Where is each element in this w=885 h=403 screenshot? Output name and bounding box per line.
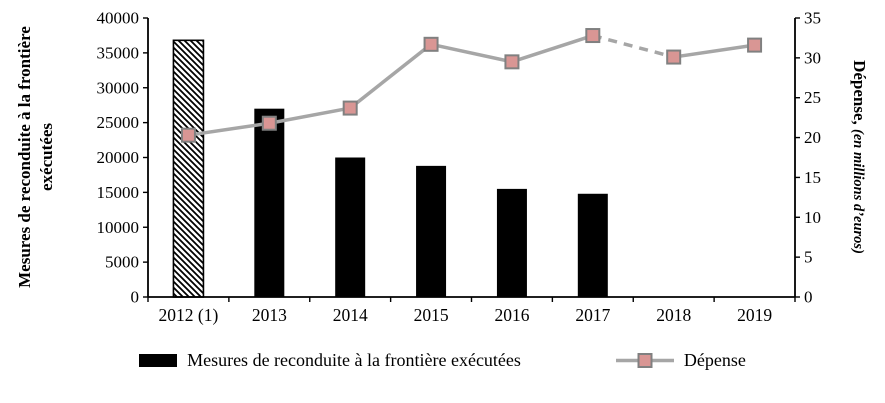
- bar-2016: [496, 188, 527, 297]
- legend-label-bars: Mesures de reconduite à la frontière exé…: [187, 350, 521, 370]
- bar-series-swatch: [139, 354, 178, 367]
- y-right-tick-label: 20: [804, 128, 821, 147]
- line-segment: [268, 106, 351, 125]
- marker-2018: [666, 49, 682, 65]
- y-left-tick-label: 10000: [97, 218, 140, 237]
- line-segment: [511, 33, 594, 64]
- marker-2017: [585, 28, 601, 44]
- y-left-tick-label: 35000: [97, 43, 140, 62]
- right-axis-title-main: Dépense,: [850, 60, 869, 125]
- marker-2013: [261, 115, 277, 131]
- marker-2015: [423, 36, 439, 52]
- bar-2012 (1): [172, 39, 205, 298]
- y-right-tick-label: 15: [804, 168, 821, 187]
- y-left-tick-label: 40000: [97, 9, 140, 28]
- y-right-tick-label: 25: [804, 88, 821, 107]
- x-category-label: 2012 (1): [159, 305, 219, 325]
- line-segment: [592, 33, 675, 59]
- marker-2014: [342, 100, 358, 116]
- y-left-tick-label: 5000: [105, 253, 139, 272]
- right-axis-title: Dépense, (en millions d’euros): [847, 7, 869, 307]
- y-right-tick-label: 0: [804, 288, 813, 307]
- line-series-swatch: [615, 353, 674, 368]
- y-left-tick-label: 20000: [97, 148, 140, 167]
- y-left-tick-label: 15000: [97, 183, 140, 202]
- bar-2013: [254, 108, 285, 297]
- y-left-tick-label: 0: [131, 288, 140, 307]
- x-category-label: 2019: [737, 305, 772, 325]
- x-category-label: 2013: [252, 305, 287, 325]
- marker-2012 (1): [180, 127, 196, 143]
- x-category-label: 2014: [333, 305, 368, 325]
- y-left-tick-label: 25000: [97, 113, 140, 132]
- x-category-label: 2016: [494, 305, 529, 325]
- marker-2019: [747, 37, 763, 53]
- y-right-tick-label: 10: [804, 208, 821, 227]
- legend-item-line: Dépense: [615, 350, 746, 371]
- left-axis-title: Mesures de reconduite à la frontière exé…: [15, 26, 57, 288]
- marker-2016: [504, 54, 520, 70]
- x-category-label: 2017: [575, 305, 610, 325]
- line-segment: [349, 42, 433, 110]
- x-category-label: 2015: [414, 305, 449, 325]
- legend: Mesures de reconduite à la frontière exé…: [0, 350, 885, 371]
- x-category-label: 2018: [656, 305, 691, 325]
- y-right-tick-label: 35: [804, 9, 821, 28]
- legend-label-line: Dépense: [683, 350, 746, 370]
- bar-2017: [577, 193, 608, 297]
- y-left-tick-label: 30000: [97, 78, 140, 97]
- y-right-tick-label: 5: [804, 248, 813, 267]
- legend-item-bars: Mesures de reconduite à la frontière exé…: [139, 350, 521, 371]
- bar-2015: [416, 165, 447, 297]
- right-axis-title-sub: (en millions d’euros): [850, 129, 866, 254]
- y-right-tick-label: 30: [804, 48, 821, 67]
- line-segment: [188, 121, 270, 137]
- line-segment: [673, 43, 755, 59]
- line-segment: [430, 42, 513, 64]
- bar-2014: [335, 157, 366, 297]
